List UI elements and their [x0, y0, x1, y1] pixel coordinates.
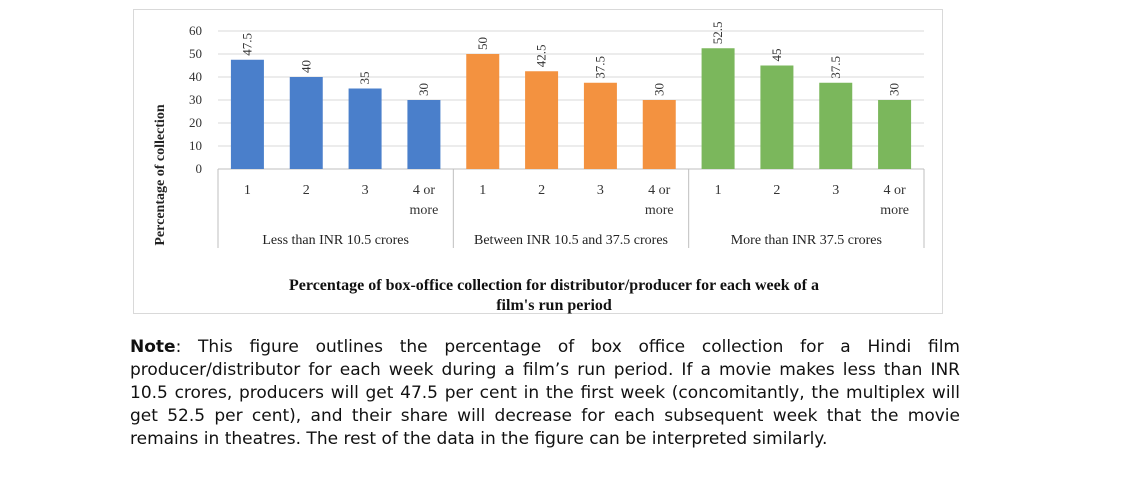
x-tick-label: 4 or: [413, 183, 436, 198]
data-label: 37.5: [828, 56, 843, 79]
data-label: 40: [298, 60, 313, 73]
x-tick-label: more: [880, 203, 909, 218]
x-tick-label: 3: [597, 183, 604, 198]
y-tick-label: 10: [189, 138, 202, 153]
data-label: 42.5: [534, 45, 549, 68]
group-label: More than INR 37.5 crores: [731, 233, 882, 248]
note-text: : This figure outlines the percentage of…: [130, 337, 960, 449]
data-label: 37.5: [592, 56, 607, 79]
x-tick-label: 2: [538, 183, 545, 198]
y-tick-label: 40: [189, 69, 202, 84]
data-label: 50: [475, 37, 490, 50]
x-tick-label: 4 or: [648, 183, 671, 198]
bar: [348, 88, 382, 169]
y-axis-label: Percentage of collection: [153, 104, 168, 245]
figure-note: Note: This figure outlines the percentag…: [130, 336, 960, 451]
chart-title: Percentage of box-office collection for …: [289, 277, 819, 294]
data-label: 30: [416, 83, 431, 96]
data-label: 35: [357, 72, 372, 85]
data-label: 30: [887, 83, 902, 96]
x-tick-label: 4 or: [883, 183, 906, 198]
bar: [407, 100, 441, 169]
bar: [760, 65, 794, 169]
chart-title: film's run period: [496, 297, 612, 314]
y-tick-label: 30: [189, 92, 202, 107]
y-tick-label: 0: [196, 161, 203, 176]
data-label: 52.5: [710, 22, 725, 45]
bar-chart: 0 10 20 30 40 50 60 Percentage of collection 47.…: [153, 22, 925, 314]
bar: [583, 82, 617, 169]
x-tick-label: 1: [479, 183, 486, 198]
bar: [230, 59, 264, 169]
bar: [819, 82, 853, 169]
chart-frame: 0 10 20 30 40 50 60 Percentage of collection 47.…: [133, 9, 943, 314]
x-tick-label: more: [645, 203, 674, 218]
x-tick-label: 1: [715, 183, 722, 198]
data-label: 47.5: [239, 33, 254, 56]
x-tick-label: 1: [244, 183, 251, 198]
x-tick-label: more: [410, 203, 439, 218]
x-tick-label: 3: [832, 183, 839, 198]
bar: [525, 71, 559, 169]
x-tick-label: 2: [773, 183, 780, 198]
y-tick-label: 50: [189, 46, 202, 61]
data-label: 45: [769, 49, 784, 62]
bar: [642, 100, 676, 169]
x-tick-label: 2: [303, 183, 310, 198]
x-tick-label: 3: [362, 183, 369, 198]
bar: [701, 48, 735, 169]
bar: [878, 100, 912, 169]
y-tick-label: 20: [189, 115, 202, 130]
data-label: 30: [651, 83, 666, 96]
bar: [466, 54, 500, 169]
group-label: Between INR 10.5 and 37.5 crores: [474, 233, 668, 248]
note-label: Note: [130, 337, 176, 357]
y-tick-label: 60: [189, 23, 202, 38]
group-label: Less than INR 10.5 crores: [262, 233, 409, 248]
bar: [289, 77, 323, 169]
